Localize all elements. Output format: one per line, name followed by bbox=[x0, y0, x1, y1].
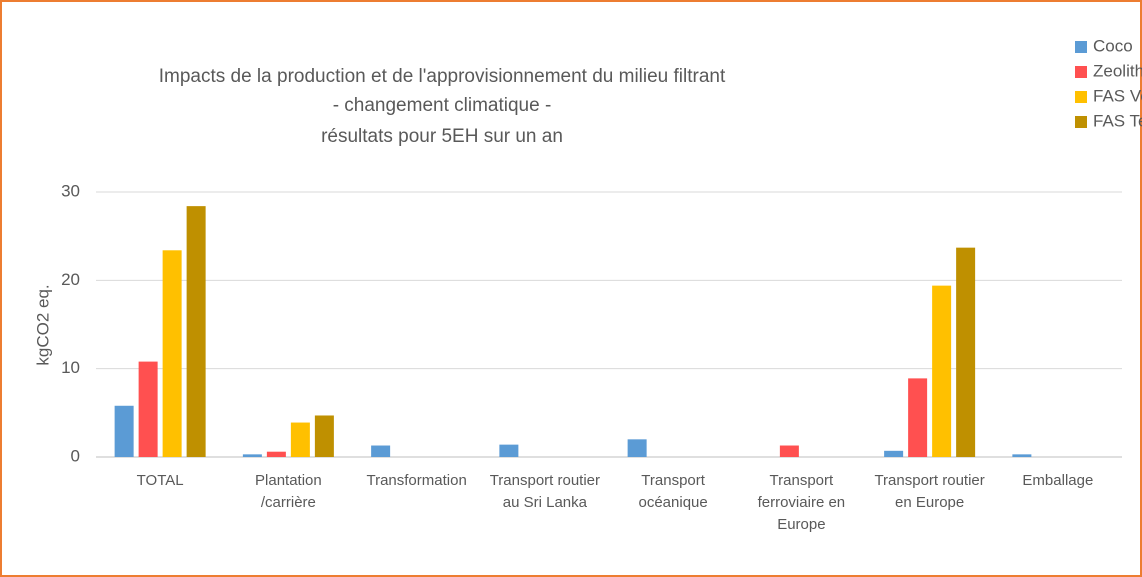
bar bbox=[884, 450, 904, 457]
bar bbox=[627, 439, 647, 457]
legend-label: FAS Tertre bbox=[1093, 111, 1142, 130]
x-tick-label: TOTAL bbox=[136, 472, 184, 489]
x-tick-label: Emballage bbox=[1022, 472, 1094, 489]
x-tick-label: Transport océanique bbox=[638, 472, 708, 511]
chart-title: résultats pour 5EH sur un an bbox=[321, 126, 563, 147]
x-tick-label: Transformation bbox=[366, 472, 467, 489]
x-tick-label: Transport routier au Sri Lanka bbox=[489, 472, 601, 511]
legend-swatch bbox=[1075, 91, 1087, 103]
bar bbox=[186, 206, 206, 457]
bar bbox=[956, 247, 976, 457]
bar bbox=[162, 250, 182, 457]
x-tick-label: Plantation /carrière bbox=[255, 472, 322, 511]
bar bbox=[290, 422, 310, 457]
bar bbox=[779, 445, 799, 457]
bar bbox=[1012, 454, 1032, 457]
x-tick-label: Transport ferroviaire en Europe bbox=[757, 472, 846, 533]
bar bbox=[371, 445, 391, 457]
y-tick-label: 20 bbox=[61, 270, 80, 289]
legend-label: Coco bbox=[1093, 36, 1133, 55]
bar bbox=[114, 405, 134, 457]
bar bbox=[499, 444, 519, 457]
bar bbox=[908, 378, 928, 457]
bar bbox=[138, 361, 158, 457]
y-tick-label: 30 bbox=[61, 181, 80, 200]
bar bbox=[242, 454, 262, 457]
y-tick-label: 0 bbox=[71, 446, 80, 465]
chart-title: Impacts de la production et de l'approvi… bbox=[159, 66, 726, 87]
legend-swatch bbox=[1075, 116, 1087, 128]
x-tick-label: Transport routier en Europe bbox=[874, 472, 985, 511]
legend-swatch bbox=[1075, 41, 1087, 53]
bar bbox=[266, 451, 286, 457]
chart-title: - changement climatique - bbox=[333, 95, 552, 116]
y-tick-label: 10 bbox=[61, 358, 80, 377]
bar bbox=[314, 415, 334, 457]
legend-label: Zeolithe bbox=[1093, 61, 1142, 80]
legend-label: FAS Vertical bbox=[1093, 86, 1142, 105]
legend-swatch bbox=[1075, 66, 1087, 78]
bar bbox=[932, 285, 952, 457]
y-axis-label: kgCO2 eq. bbox=[33, 284, 52, 365]
